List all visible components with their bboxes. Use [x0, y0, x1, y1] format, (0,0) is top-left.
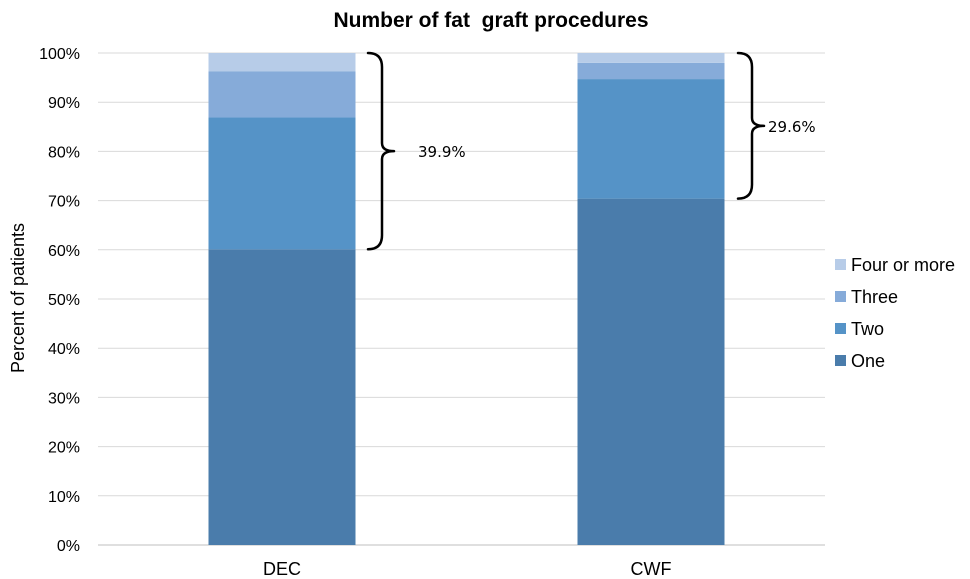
bar-segment-cwf-two [577, 79, 725, 199]
y-axis-label: Percent of patients [8, 223, 28, 373]
legend-swatch [835, 355, 846, 366]
bar-segment-dec-two [208, 117, 356, 250]
legend-swatch [835, 323, 846, 334]
y-tick-label: 70% [48, 194, 80, 211]
y-tick-label: 60% [48, 243, 80, 260]
bars [208, 53, 725, 546]
annotation-label-cwf: 29.6% [768, 118, 816, 136]
y-tick-label: 80% [48, 144, 80, 161]
x-axis-category-labels: DEC CWF [263, 559, 672, 579]
bar-segment-cwf-four-or-more [577, 53, 725, 63]
bar-segment-dec-four-or-more [208, 53, 356, 72]
x-category-label: CWF [631, 559, 672, 579]
legend-label: Three [851, 287, 898, 307]
legend-label: Four or more [851, 255, 955, 275]
legend: Four or more Three Two One [835, 255, 955, 371]
annotations: 39.9% 29.6% [366, 51, 816, 251]
legend-swatch [835, 291, 846, 302]
chart-title: Number of fat graft procedures [333, 9, 648, 32]
y-tick-label: 100% [39, 46, 80, 63]
y-tick-label: 10% [48, 489, 80, 506]
brace-cwf [736, 51, 766, 200]
y-tick-label: 90% [48, 95, 80, 112]
y-tick-label: 20% [48, 440, 80, 457]
brace-dec [366, 51, 396, 251]
annotation-label-dec: 39.9% [418, 143, 466, 161]
legend-swatch [835, 259, 846, 270]
y-axis-tick-labels: 0% 10% 20% 30% 40% 50% 60% 70% 80% 90% 100% [39, 46, 80, 555]
y-tick-label: 0% [57, 538, 80, 555]
legend-label: Two [851, 319, 884, 339]
legend-label: One [851, 351, 885, 371]
bar-segment-cwf-one [577, 198, 725, 545]
x-category-label: DEC [263, 559, 301, 579]
y-tick-label: 50% [48, 292, 80, 309]
bar-segment-dec-three [208, 71, 356, 118]
bar-segment-cwf-three [577, 62, 725, 80]
y-tick-label: 40% [48, 341, 80, 358]
bar-segment-dec-one [208, 249, 356, 546]
y-tick-label: 30% [48, 390, 80, 407]
